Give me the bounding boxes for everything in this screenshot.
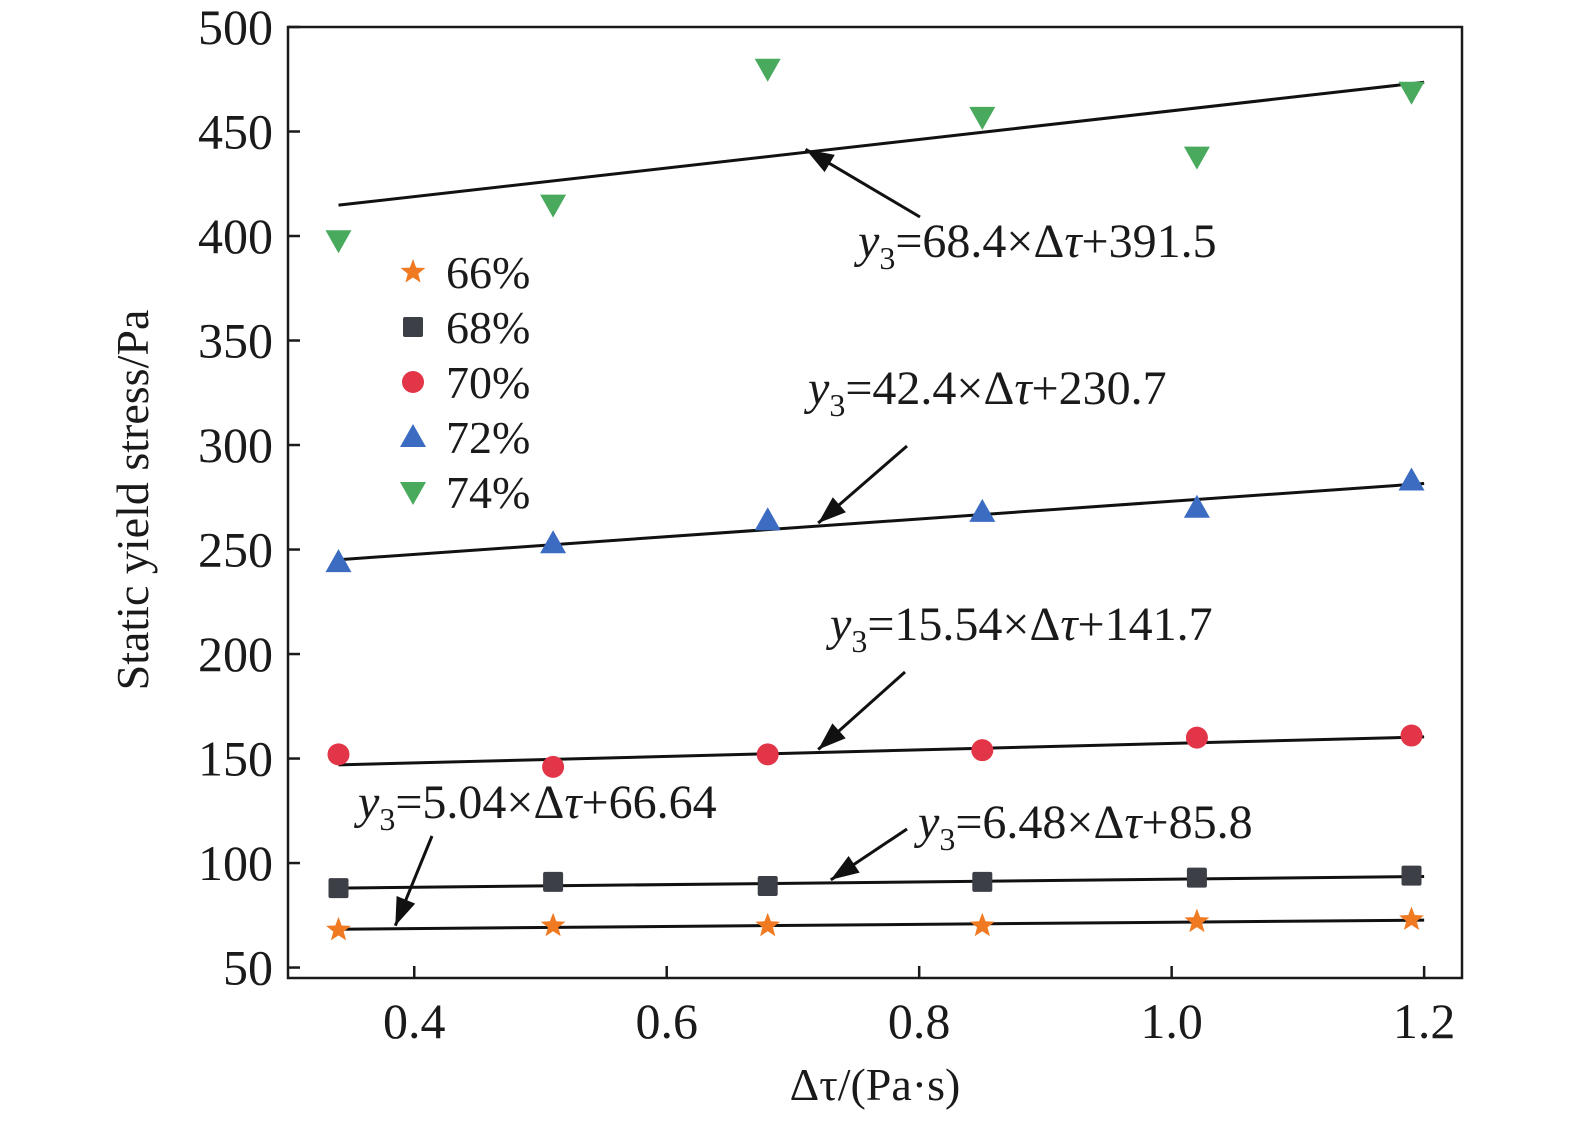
legend-marker <box>400 259 426 283</box>
fit-equation: y3=6.48×Δτ+85.8 <box>913 796 1253 857</box>
data-point <box>543 871 564 892</box>
data-point <box>757 876 778 897</box>
x-axis-title: Δτ/(Pa·s) <box>790 1059 961 1110</box>
data-point <box>1184 908 1210 933</box>
annotation-arrow-head <box>830 856 860 880</box>
data-point <box>969 912 995 937</box>
fit-line <box>338 918 1425 931</box>
data-point <box>754 58 781 82</box>
y-axis-title: Static yield stress/Pa <box>107 310 158 691</box>
y-tick-label: 400 <box>198 208 273 264</box>
fit-equation: y3=15.54×Δτ+141.7 <box>825 598 1213 659</box>
x-tick-label: 0.4 <box>383 993 446 1049</box>
data-point <box>540 530 567 554</box>
x-tick-label: 1.0 <box>1140 993 1203 1049</box>
fit-line <box>338 80 1425 207</box>
fit-line <box>338 482 1425 562</box>
legend-label: 72% <box>446 412 530 463</box>
y-tick-label: 350 <box>198 313 273 369</box>
legend-label: 68% <box>446 302 530 353</box>
y-tick-label: 150 <box>198 731 273 787</box>
x-axis-ticks: 0.4 0.6 0.8 1.0 1.2 <box>383 966 1455 1049</box>
data-point <box>1401 865 1422 886</box>
fit-equation: y3=42.4×Δτ+230.7 <box>803 362 1167 423</box>
data-point <box>1399 906 1424 930</box>
data-point <box>969 498 996 522</box>
data-point <box>971 739 994 762</box>
annotation-arrow-head <box>395 896 416 926</box>
legend-marker <box>403 317 423 337</box>
data-point <box>1398 81 1425 105</box>
y-tick-label: 500 <box>198 0 273 55</box>
y-tick-label: 200 <box>198 626 273 682</box>
y-axis-ticks: 50 100 150 200 250 300 350 400 450 500 <box>198 0 300 996</box>
annotation-arrow-head <box>818 497 846 524</box>
legend-label: 70% <box>446 357 530 408</box>
data-point <box>755 912 781 937</box>
data-point <box>756 743 779 766</box>
legend-label: 74% <box>446 467 530 518</box>
legend-label: 66% <box>446 247 530 298</box>
data-point <box>1398 467 1425 491</box>
data-point <box>325 230 352 254</box>
data-point <box>326 916 351 941</box>
x-tick-label: 0.8 <box>888 993 951 1049</box>
y-tick-label: 450 <box>198 104 273 160</box>
data-point <box>542 755 565 778</box>
fit-line <box>338 874 1425 890</box>
x-tick-label: 0.6 <box>635 993 698 1049</box>
y-tick-label: 100 <box>198 835 273 891</box>
data-point <box>972 871 993 892</box>
plot-border <box>286 25 1464 980</box>
data-point <box>969 106 996 130</box>
data-point <box>1186 867 1207 888</box>
data-point <box>1400 724 1423 747</box>
data-point <box>540 194 567 218</box>
fit-equation: y3=5.04×Δτ+66.64 <box>353 776 717 837</box>
y-tick-label: 300 <box>198 417 273 473</box>
legend-marker <box>400 482 426 505</box>
data-point <box>325 549 352 573</box>
data-point <box>540 912 566 937</box>
annotation-arrow-head <box>818 723 846 750</box>
x-tick-label: 1.2 <box>1393 993 1456 1049</box>
legend-marker <box>400 424 426 447</box>
fit-lines <box>338 80 1425 931</box>
y-tick-label: 50 <box>223 940 273 996</box>
data-points <box>325 58 1425 941</box>
data-point <box>328 878 349 899</box>
fit-line <box>338 735 1425 767</box>
legend: 66%68%70%72%74% <box>400 247 530 518</box>
data-point <box>1183 146 1210 170</box>
data-point <box>754 507 781 531</box>
data-point <box>1183 494 1210 518</box>
annotation-arrow-head <box>805 149 835 173</box>
fit-equation: y3=68.4×Δτ+391.5 <box>853 215 1217 276</box>
data-point <box>327 743 350 766</box>
legend-marker <box>402 371 424 393</box>
y-tick-label: 250 <box>198 522 273 578</box>
fit-equations: y3=5.04×Δτ+66.64 y3=6.48×Δτ+85.8 y3=15.54×… <box>353 215 1253 857</box>
plot-frame <box>286 25 1464 980</box>
annotation-arrows <box>393 147 921 927</box>
data-point <box>1185 726 1208 749</box>
